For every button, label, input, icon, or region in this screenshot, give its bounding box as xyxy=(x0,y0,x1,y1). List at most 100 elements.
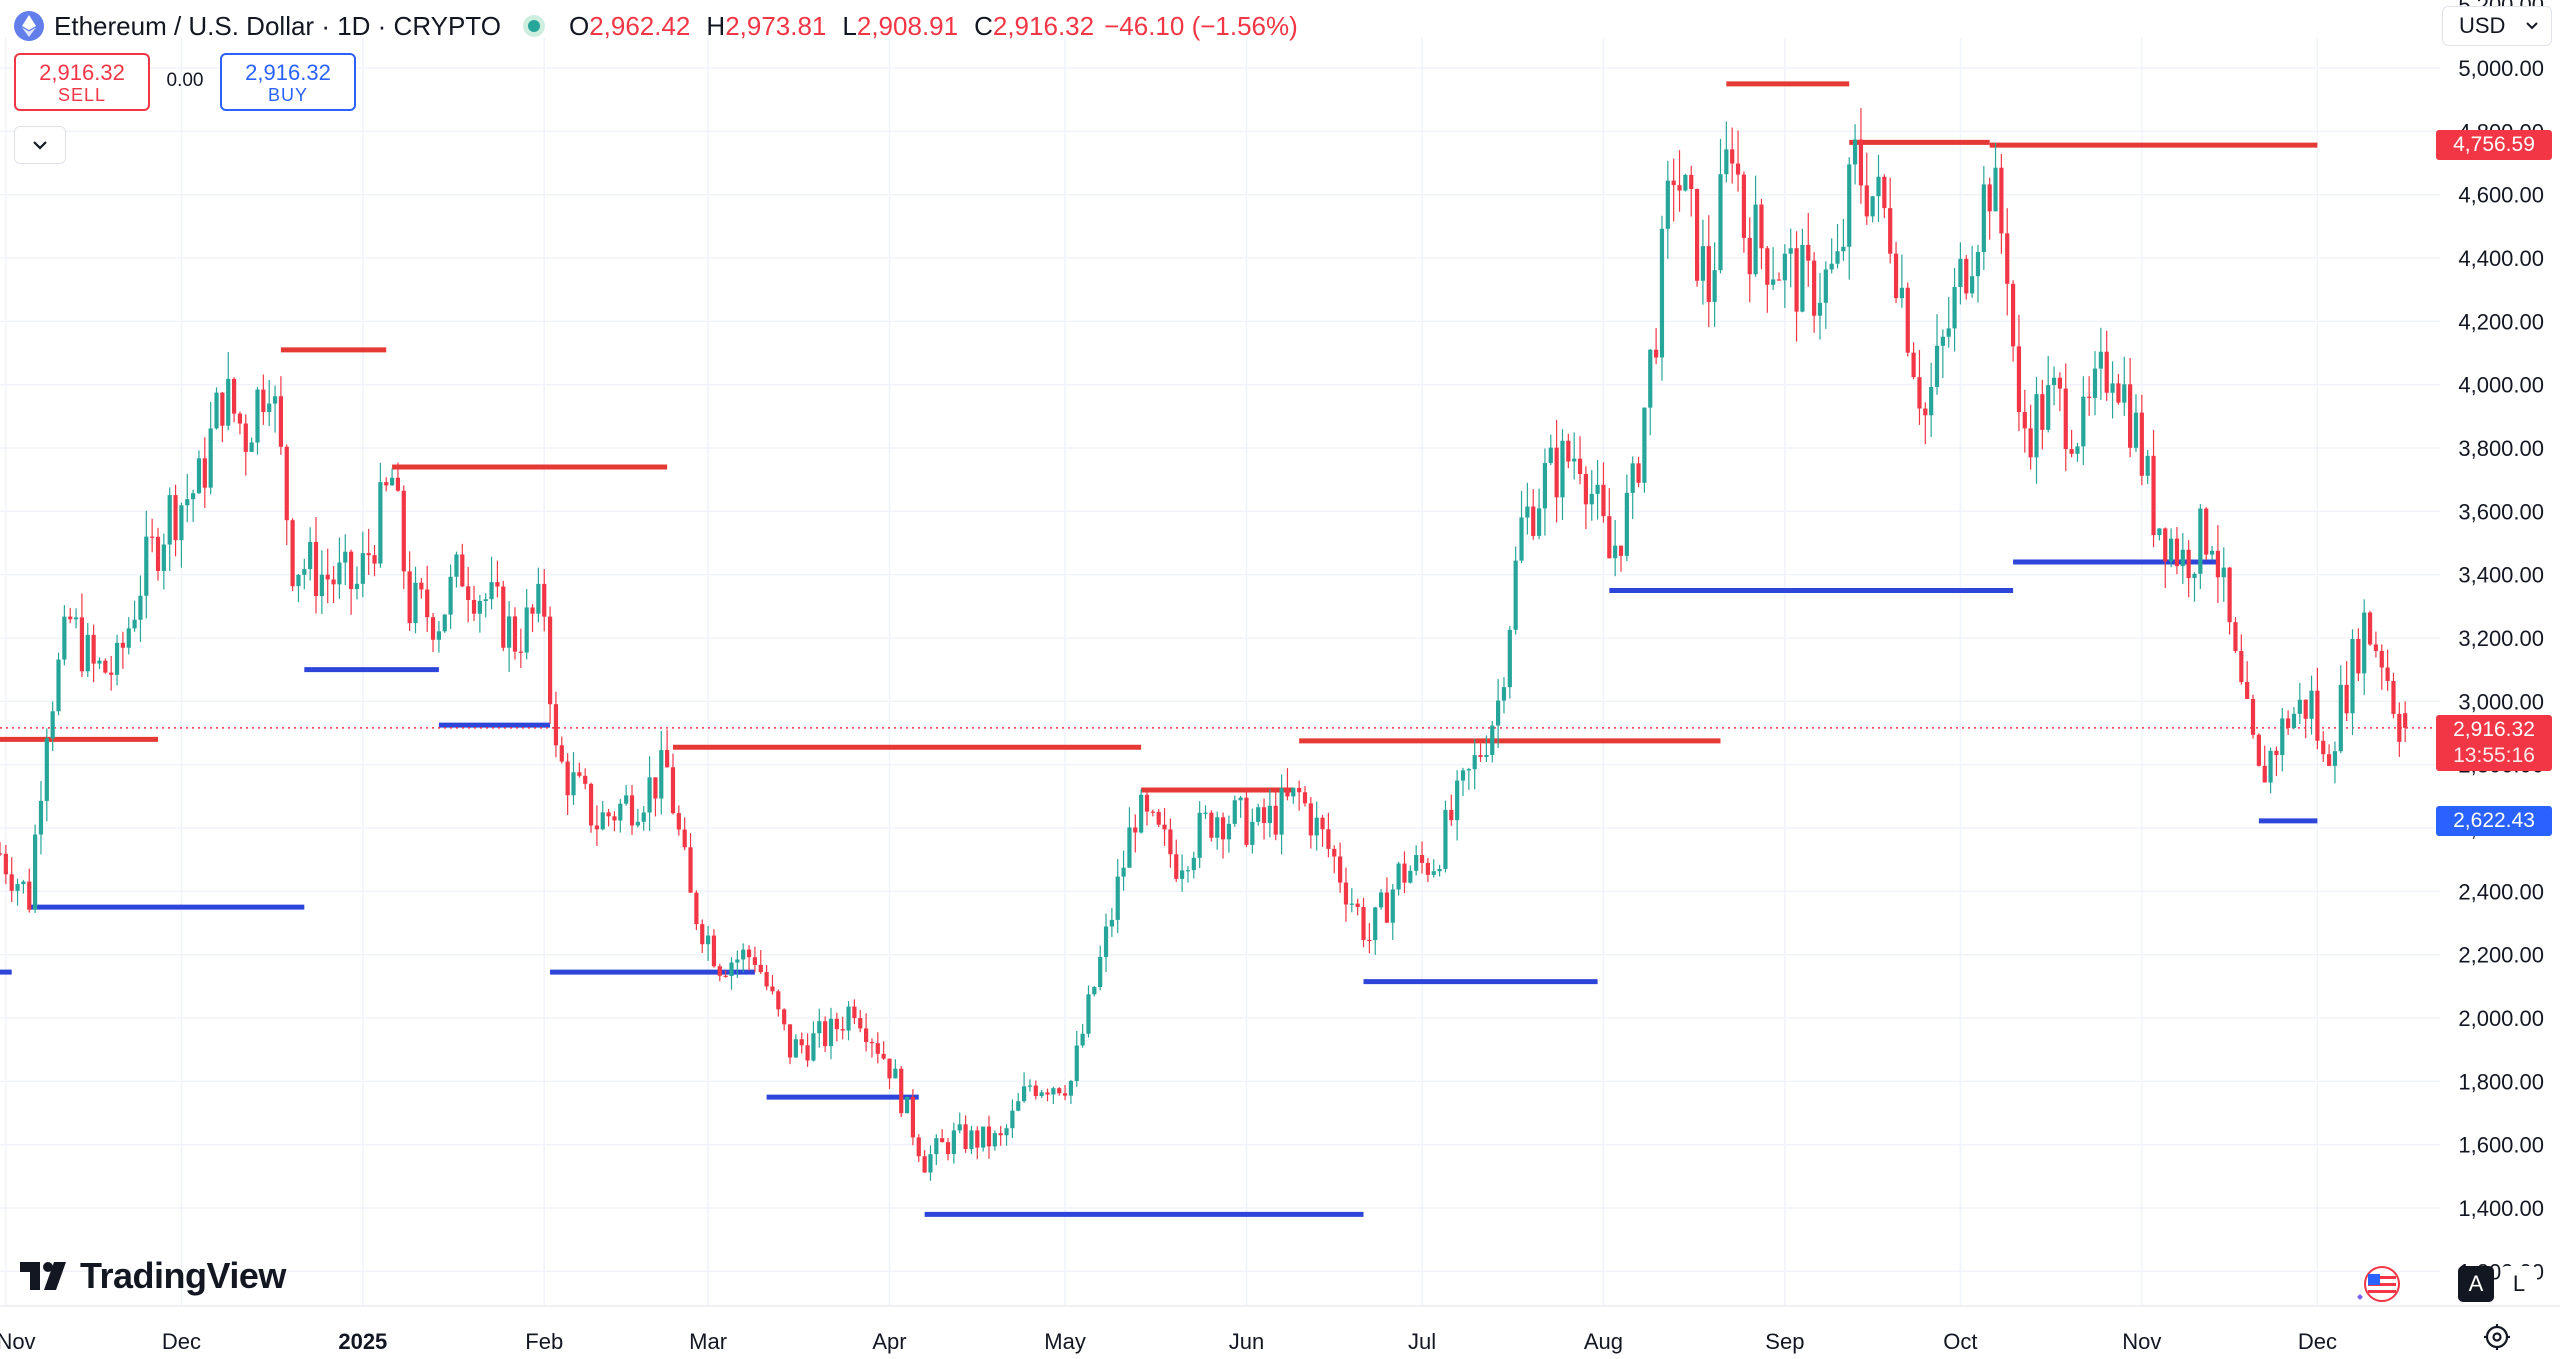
candle xyxy=(1958,242,1963,305)
candle xyxy=(1115,859,1120,934)
candle xyxy=(1490,721,1495,763)
time-tick-label: Jun xyxy=(1229,1329,1264,1354)
candle xyxy=(1841,218,1846,261)
collapse-legend-button[interactable] xyxy=(14,126,66,164)
candle xyxy=(922,1150,927,1173)
candle xyxy=(343,534,348,586)
open-label: O xyxy=(568,10,590,41)
candle xyxy=(2403,701,2408,743)
candle xyxy=(1209,810,1214,842)
candle xyxy=(1507,626,1512,699)
candle xyxy=(583,768,588,790)
candle xyxy=(752,946,758,973)
candle xyxy=(600,801,605,831)
candle xyxy=(214,387,219,430)
candle xyxy=(2321,731,2326,763)
candle xyxy=(1256,803,1261,826)
candle xyxy=(2110,361,2115,419)
candle xyxy=(1624,474,1629,562)
candle xyxy=(676,805,681,836)
candle xyxy=(2209,545,2215,560)
price-axis-panel[interactable] xyxy=(2440,0,2560,1359)
time-tick-label: Nov xyxy=(0,1329,36,1354)
candle xyxy=(2291,706,2297,730)
candle xyxy=(56,652,61,716)
candle xyxy=(85,622,90,678)
candle xyxy=(1934,314,1940,395)
buy-button[interactable]: 2,916.32 BUY xyxy=(220,53,356,111)
candle xyxy=(682,817,687,851)
candle xyxy=(2046,356,2051,433)
candle xyxy=(787,1024,793,1065)
candle xyxy=(38,780,44,855)
candle xyxy=(828,1007,834,1060)
currency-value: USD xyxy=(2459,13,2506,38)
candle xyxy=(1098,945,1103,991)
candle xyxy=(477,594,482,633)
time-tick-label: Feb xyxy=(525,1329,563,1354)
candle xyxy=(1460,767,1466,797)
candle xyxy=(378,462,383,568)
logo-text: TradingView xyxy=(80,1255,286,1296)
auto-scale-button[interactable]: A xyxy=(2458,1266,2494,1302)
currency-selector[interactable]: USD xyxy=(2442,6,2552,46)
candle xyxy=(940,1129,945,1143)
candle xyxy=(1261,798,1267,840)
time-tick-label: Oct xyxy=(1943,1329,1977,1354)
candle xyxy=(735,950,740,978)
candle xyxy=(2075,442,2080,462)
candle xyxy=(1361,897,1366,948)
candle xyxy=(1232,795,1237,827)
candle xyxy=(2344,661,2349,722)
candle xyxy=(1829,238,1834,274)
candle xyxy=(1659,215,1665,381)
tradingview-logo[interactable]: TradingView xyxy=(20,1255,286,1297)
candle xyxy=(1677,150,1682,212)
candle xyxy=(1560,429,1565,521)
candle xyxy=(1806,212,1811,287)
candle xyxy=(928,1145,933,1181)
candle xyxy=(1577,436,1583,485)
candle xyxy=(1694,188,1700,287)
candle xyxy=(1917,349,1922,425)
price-tick-label: 4,000.00 xyxy=(2458,373,2544,398)
symbol-title[interactable]: Ethereum / U.S. Dollar · 1D · CRYPTO xyxy=(54,10,501,41)
candle xyxy=(2098,327,2103,400)
sell-label: SELL xyxy=(57,85,107,105)
sell-button[interactable]: 2,916.32 SELL xyxy=(14,53,150,111)
candle xyxy=(231,377,237,423)
candle xyxy=(1016,1093,1021,1112)
candle xyxy=(202,437,207,508)
time-tick-label: May xyxy=(1044,1329,1086,1354)
candle xyxy=(419,577,424,599)
candle xyxy=(1291,787,1296,804)
candle xyxy=(1952,267,1957,352)
candle xyxy=(2350,629,2355,736)
candle xyxy=(2239,634,2244,685)
candle xyxy=(272,385,278,433)
price-tick-label: 3,000.00 xyxy=(2458,689,2544,714)
candle xyxy=(916,1134,921,1163)
candle xyxy=(553,691,559,758)
candle xyxy=(635,808,640,828)
candle xyxy=(858,1009,863,1033)
us-flag-icon[interactable] xyxy=(2354,1264,2404,1304)
candle xyxy=(1367,923,1372,954)
candle xyxy=(1548,434,1553,466)
price-tick-label: 4,600.00 xyxy=(2458,183,2544,208)
candle xyxy=(817,1008,822,1048)
candle xyxy=(2122,356,2127,416)
candle xyxy=(489,556,494,610)
settings-icon[interactable] xyxy=(2482,1322,2512,1352)
candle xyxy=(2286,710,2291,735)
low-label: L xyxy=(842,10,857,41)
log-scale-button[interactable]: L xyxy=(2501,1266,2537,1302)
price-tick-label: 2,000.00 xyxy=(2458,1006,2544,1031)
candle xyxy=(571,751,576,805)
candle xyxy=(547,606,553,724)
candle xyxy=(2309,675,2314,735)
candle xyxy=(1285,768,1290,801)
candle xyxy=(97,657,102,670)
change-value: −46.10 (−1.56%) xyxy=(1104,10,1298,41)
